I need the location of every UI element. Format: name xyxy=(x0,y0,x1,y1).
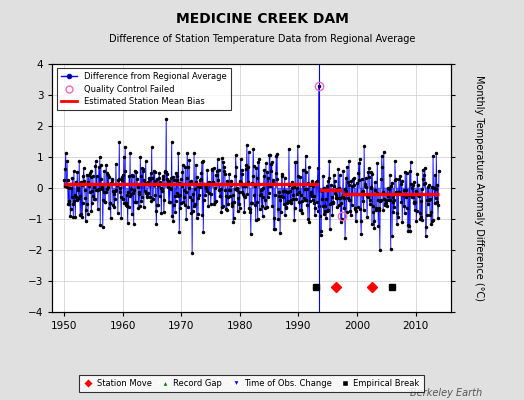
Text: Berkeley Earth: Berkeley Earth xyxy=(410,388,482,398)
Text: MEDICINE CREEK DAM: MEDICINE CREEK DAM xyxy=(176,12,348,26)
Y-axis label: Monthly Temperature Anomaly Difference (°C): Monthly Temperature Anomaly Difference (… xyxy=(474,75,484,301)
Text: Difference of Station Temperature Data from Regional Average: Difference of Station Temperature Data f… xyxy=(109,34,415,44)
Legend: Difference from Regional Average, Quality Control Failed, Estimated Station Mean: Difference from Regional Average, Qualit… xyxy=(57,68,231,110)
Legend: Station Move, Record Gap, Time of Obs. Change, Empirical Break: Station Move, Record Gap, Time of Obs. C… xyxy=(79,374,424,392)
